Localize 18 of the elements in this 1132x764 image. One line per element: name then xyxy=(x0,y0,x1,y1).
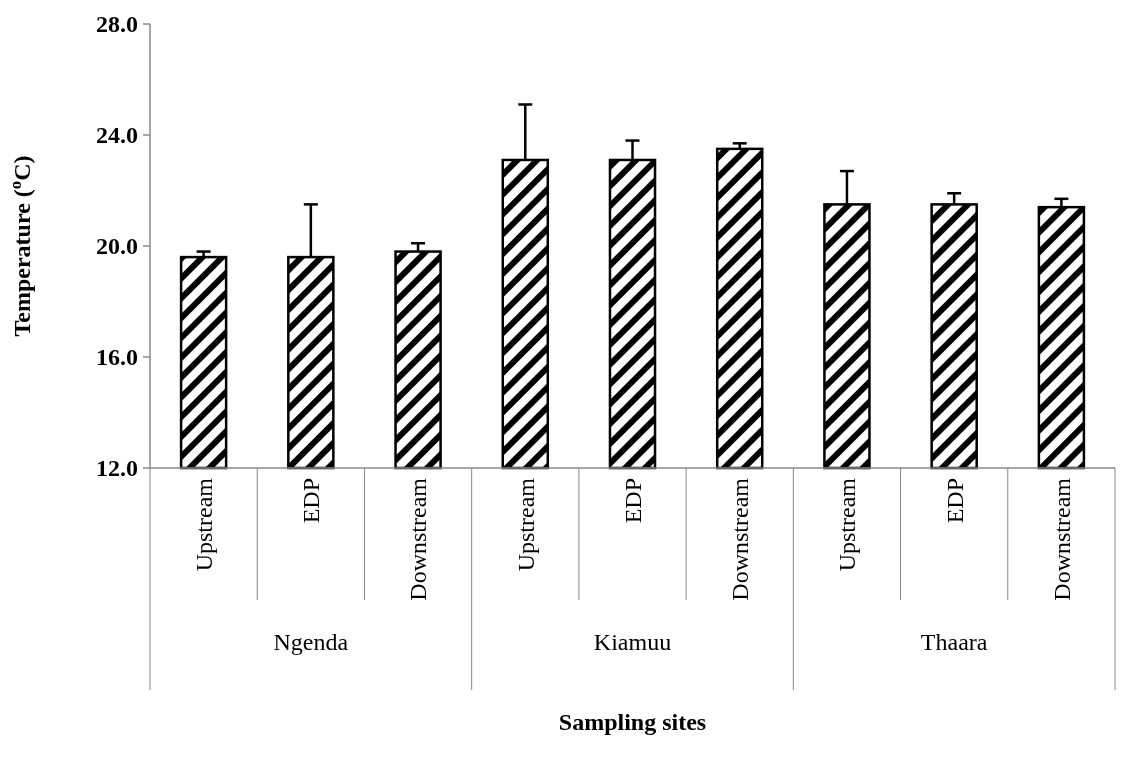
x-tick-label: Upstream xyxy=(834,477,861,572)
y-tick-label: 28.0 xyxy=(96,11,138,38)
text: Kiamuu xyxy=(593,629,672,655)
x-axis-title: Sampling sites xyxy=(558,709,707,735)
x-tick-label: Downstream xyxy=(405,477,432,601)
x-tick-label: EDP xyxy=(619,478,646,524)
x-tick-label: Upstream xyxy=(512,477,539,572)
x-tick-label: Downstream xyxy=(1048,477,1075,601)
y-tick-label: 16.0 xyxy=(96,344,138,371)
y-tick-label: 24.0 xyxy=(96,122,138,149)
x-tick-label: Downstream xyxy=(727,477,754,601)
x-tick-label: EDP xyxy=(298,478,325,524)
x-tick-label: Upstream xyxy=(191,477,218,572)
text: Ngenda xyxy=(273,629,349,655)
text: Thaara xyxy=(920,629,988,655)
x-tick-label: EDP xyxy=(941,478,968,524)
y-tick-label: 12.0 xyxy=(96,455,138,482)
y-tick-label: 20.0 xyxy=(96,233,138,260)
